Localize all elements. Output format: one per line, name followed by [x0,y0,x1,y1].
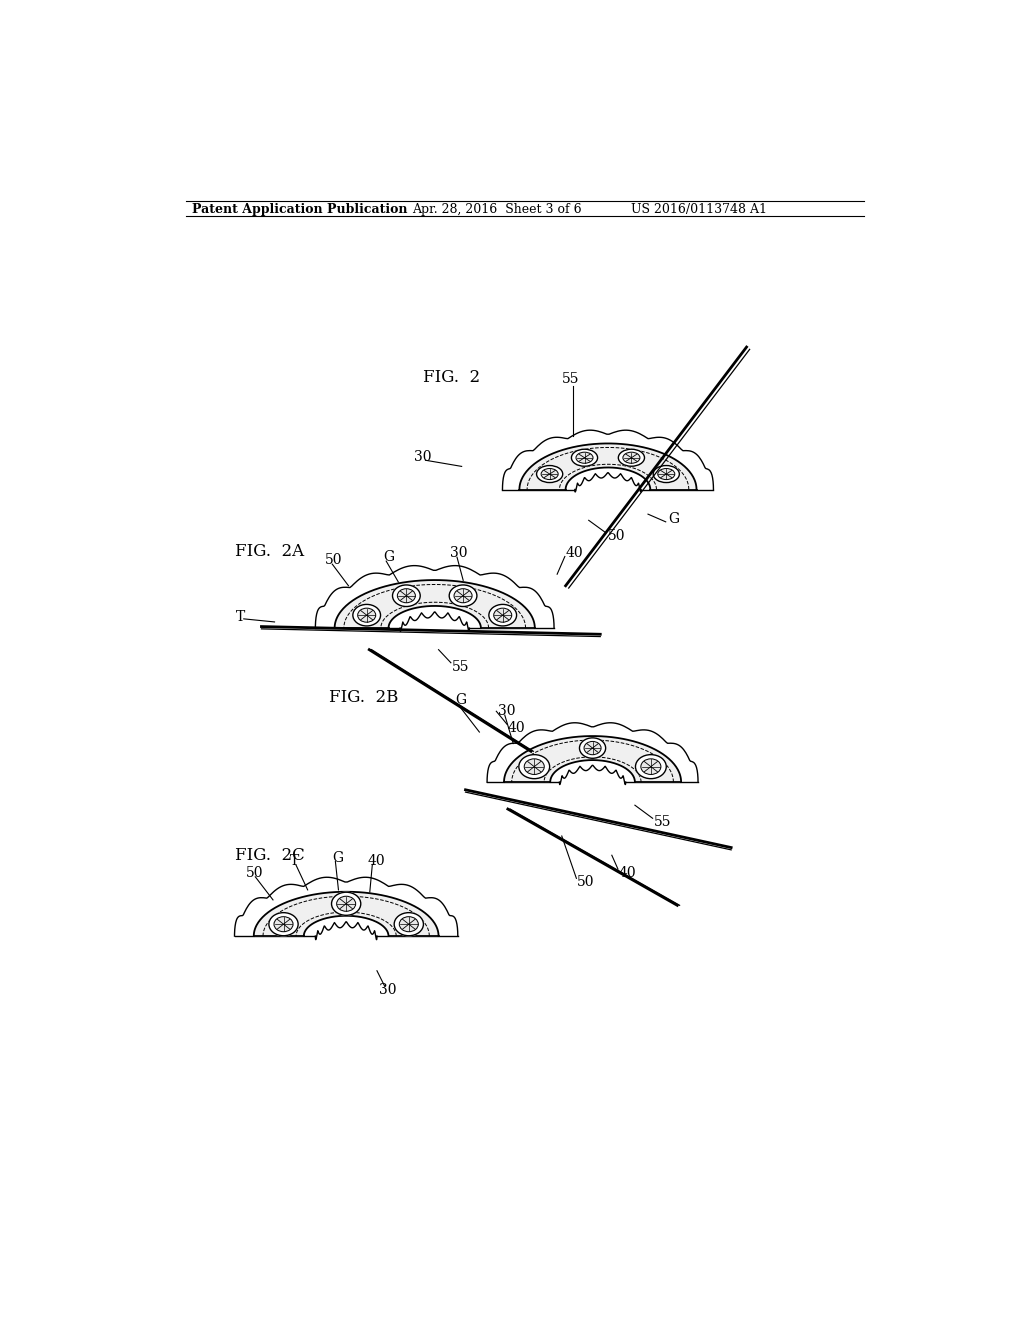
Ellipse shape [357,609,376,622]
Text: US 2016/0113748 A1: US 2016/0113748 A1 [631,203,767,215]
Ellipse shape [537,466,563,483]
Text: T: T [237,610,246,623]
Text: 30: 30 [451,546,468,561]
Ellipse shape [274,916,293,932]
Text: 55: 55 [654,816,672,829]
Text: 30: 30 [498,705,515,718]
Ellipse shape [269,912,298,936]
Ellipse shape [584,742,601,755]
Polygon shape [254,892,438,936]
Ellipse shape [392,585,420,606]
Text: T: T [290,854,299,869]
Text: 30: 30 [379,983,396,997]
Text: FIG.  2: FIG. 2 [423,370,480,387]
Ellipse shape [494,609,512,622]
Text: 40: 40 [368,854,385,867]
Text: 40: 40 [508,721,525,735]
Text: G: G [383,550,394,564]
Text: 40: 40 [618,866,636,880]
Ellipse shape [397,589,416,603]
Ellipse shape [657,469,675,479]
Ellipse shape [519,755,550,779]
Text: 50: 50 [246,866,263,880]
Text: 50: 50 [608,529,626,543]
Text: FIG.  2C: FIG. 2C [234,846,304,863]
Ellipse shape [571,449,598,466]
Polygon shape [315,566,554,631]
Ellipse shape [337,896,355,911]
Ellipse shape [580,738,605,758]
Ellipse shape [399,916,419,932]
Polygon shape [335,579,535,628]
Text: 50: 50 [578,875,595,890]
Ellipse shape [454,589,472,603]
Polygon shape [504,737,681,781]
Ellipse shape [394,912,424,936]
Ellipse shape [641,759,660,775]
Text: G: G [456,693,467,708]
Ellipse shape [618,449,644,466]
Text: FIG.  2B: FIG. 2B [330,689,398,706]
Text: 50: 50 [326,553,343,568]
Text: 55: 55 [452,660,469,673]
Text: 30: 30 [414,450,431,465]
Ellipse shape [575,453,593,463]
Text: Apr. 28, 2016  Sheet 3 of 6: Apr. 28, 2016 Sheet 3 of 6 [412,203,582,215]
Ellipse shape [332,892,360,915]
Text: 55: 55 [562,372,580,387]
Polygon shape [234,878,458,940]
Ellipse shape [488,605,516,626]
Polygon shape [503,430,714,492]
Ellipse shape [653,466,679,483]
Ellipse shape [636,755,667,779]
Ellipse shape [353,605,381,626]
Text: FIG.  2A: FIG. 2A [234,543,304,560]
Polygon shape [519,444,696,490]
Text: 40: 40 [565,545,584,560]
Text: G: G [333,850,343,865]
Ellipse shape [623,453,640,463]
Text: G: G [668,512,679,525]
Text: Patent Application Publication: Patent Application Publication [193,203,408,215]
Ellipse shape [541,469,558,479]
Polygon shape [487,723,698,784]
Ellipse shape [524,759,544,775]
Ellipse shape [450,585,477,606]
